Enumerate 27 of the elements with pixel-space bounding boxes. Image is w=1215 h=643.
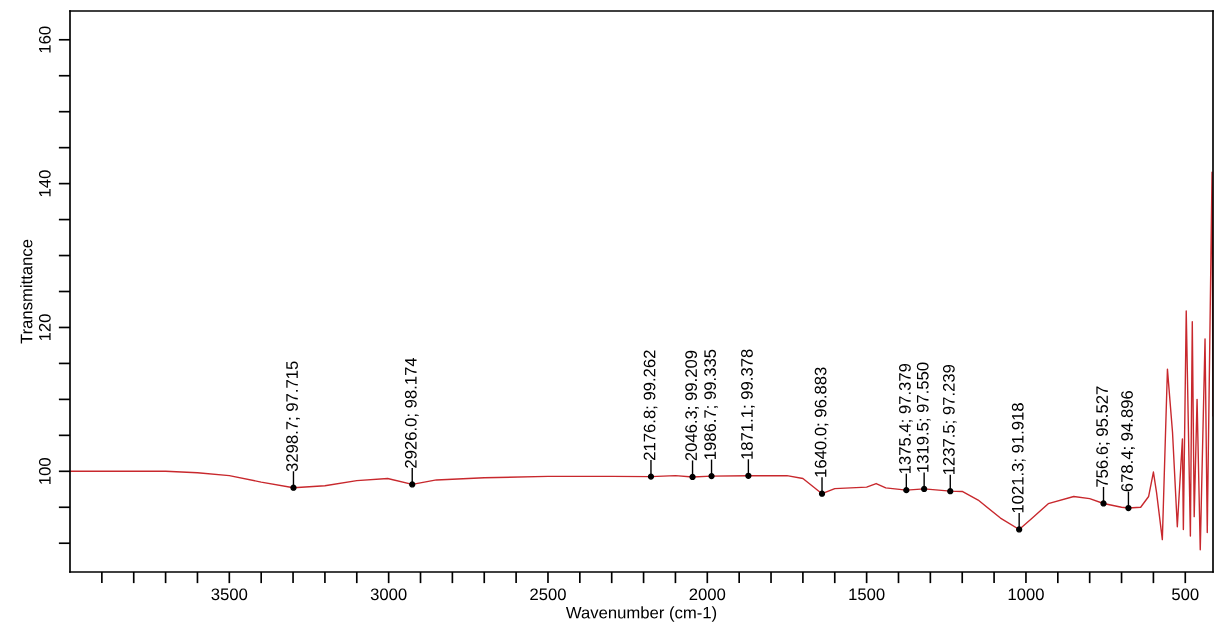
x-tick-label: 3000: [370, 588, 407, 601]
annotation: 1640.0; 96.883: [814, 367, 829, 477]
x-tick-label: 3500: [211, 588, 248, 601]
line-series: [70, 171, 1213, 551]
annotation: 3298.7; 97.715: [286, 361, 300, 472]
annotation: 1986.7; 99.335: [704, 349, 718, 459]
y-tick-label: 160: [38, 26, 51, 53]
annotation: 2046.3; 99.209: [685, 350, 699, 461]
annotation: 1871.1; 99.378: [741, 349, 755, 459]
x-tick-label: 1500: [849, 588, 885, 601]
y-tick-label: 100: [38, 458, 51, 484]
annotation: 1319.5; 97.550: [916, 362, 931, 472]
y-tick-label: 140: [38, 170, 51, 197]
x-axis-title: Wavenumber (cm-1): [565, 606, 717, 622]
annotation: 678.4; 94.896: [1121, 390, 1135, 492]
annotation: 2176.8; 99.262: [643, 350, 658, 460]
annotation: 1021.3; 91.918: [1011, 403, 1026, 513]
x-tick-label: 1000: [1008, 588, 1044, 601]
x-tick-label: 2000: [689, 588, 726, 601]
annotation: 1375.4; 97.379: [899, 363, 913, 474]
annotation: 2926.0; 98.174: [404, 357, 419, 468]
annotation: 756.6; 95.527: [1096, 386, 1110, 487]
x-tick-label: 500: [1172, 588, 1199, 601]
x-tick-label: 2500: [530, 588, 566, 601]
annotation: 1237.5; 97.239: [942, 364, 957, 475]
y-axis-title: Transmittance: [20, 239, 33, 344]
y-tick-label: 120: [38, 314, 51, 341]
